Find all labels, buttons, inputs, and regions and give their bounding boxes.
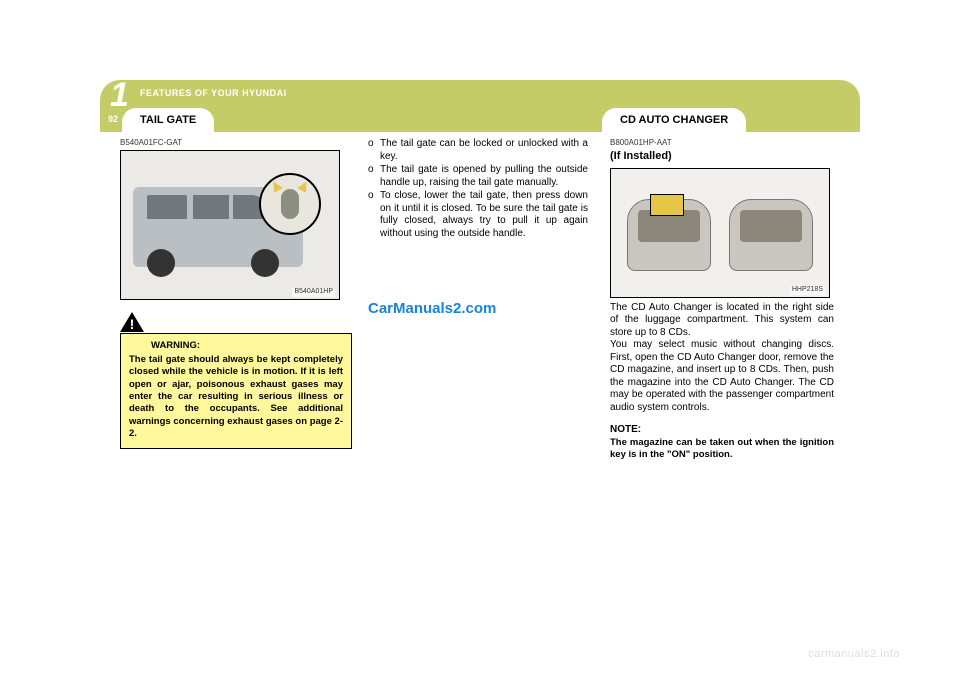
cd-box-illustration xyxy=(729,199,813,271)
arrow-icon xyxy=(297,179,311,193)
note-body: The magazine can be taken out when the i… xyxy=(610,437,834,461)
tail-gate-figure: B540A01HP xyxy=(120,150,340,300)
cd-para-2: You may select music without changing di… xyxy=(610,339,834,414)
watermark-text: CarManuals2.com xyxy=(368,300,588,319)
warning-label: WARNING: xyxy=(151,340,200,352)
keyhole-icon xyxy=(281,189,299,219)
warning-triangle-icon: ! xyxy=(120,312,144,332)
tab-tail-gate: TAIL GATE xyxy=(122,108,214,132)
warning-box: WARNING: The tail gate should always be … xyxy=(120,333,352,450)
tail-gate-instructions: oThe tail gate can be locked or unlocked… xyxy=(368,138,588,240)
figure-tag-1: B540A01HP xyxy=(292,288,335,297)
content-area: B540A01FC-GAT B540A01HP ! xyxy=(120,138,846,550)
column-3: B800A01HP-AAT (If Installed) HHP218S The… xyxy=(610,138,834,550)
header-bar: 1 FEATURES OF YOUR HYUNDAI 92 TAIL GATE … xyxy=(100,80,860,132)
figure-code-3: B800A01HP-AAT xyxy=(610,138,834,148)
arrow-icon xyxy=(269,179,283,193)
tab-cd-changer: CD AUTO CHANGER xyxy=(602,108,746,132)
column-1: B540A01FC-GAT B540A01HP ! xyxy=(120,138,352,550)
note-label: NOTE: xyxy=(610,424,834,437)
page-number: 92 xyxy=(100,114,118,124)
if-installed-heading: (If Installed) xyxy=(610,150,834,164)
cd-para-1: The CD Auto Changer is located in the ri… xyxy=(610,302,834,340)
page-frame: 1 FEATURES OF YOUR HYUNDAI 92 TAIL GATE … xyxy=(100,80,860,550)
chapter-caption: FEATURES OF YOUR HYUNDAI xyxy=(140,88,287,98)
list-item: oThe tail gate can be locked or unlocked… xyxy=(368,138,588,163)
cd-changer-figure: HHP218S xyxy=(610,168,830,298)
magazine-icon xyxy=(650,194,684,216)
chapter-number: 1 xyxy=(110,80,129,115)
footer-watermark: carmanuals2.info xyxy=(808,648,900,660)
figure-code-1: B540A01FC-GAT xyxy=(120,138,352,148)
list-item: oTo close, lower the tail gate, then pre… xyxy=(368,190,588,240)
cd-box-illustration xyxy=(627,199,711,271)
warning-body: The tail gate should always be kept comp… xyxy=(129,354,343,440)
figure-tag-3: HHP218S xyxy=(790,286,825,295)
key-lock-detail xyxy=(259,173,321,235)
list-item: oThe tail gate is opened by pulling the … xyxy=(368,164,588,189)
column-2: oThe tail gate can be locked or unlocked… xyxy=(368,138,588,550)
svg-text:!: ! xyxy=(130,316,135,332)
